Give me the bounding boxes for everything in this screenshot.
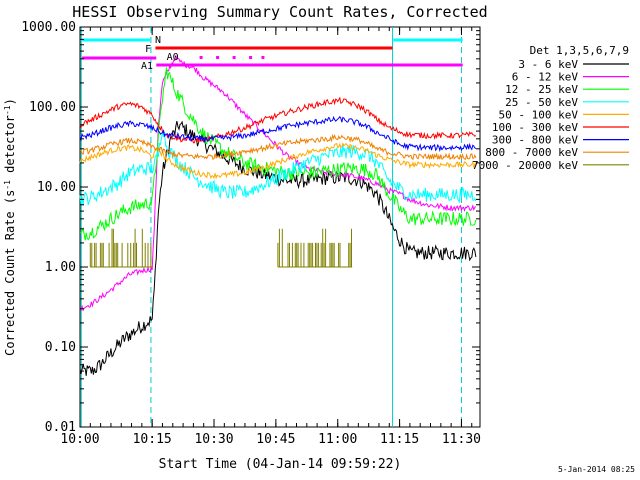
legend-label-0: 3 - 6 keV [518, 58, 578, 71]
series-line-3 [79, 131, 477, 206]
plot-frame [79, 26, 481, 428]
legend-label-8: 7000 - 20000 keV [472, 159, 578, 172]
series-line-8 [89, 228, 353, 268]
x-tick-label-0: 10:00 [60, 432, 99, 447]
x-axis-label: Start Time (04-Jan-14 09:59:22) [159, 457, 402, 472]
legend-title: Det 1,3,5,6,7,9 [530, 44, 629, 57]
attenuator-dot-3 [249, 56, 253, 59]
legend-label-2: 12 - 25 keV [505, 83, 578, 96]
y-tick-label-2: 10.00 [37, 180, 76, 195]
timestamp: 5-Jan-2014 08:25 [558, 465, 635, 474]
y-tick-label-1: 100.00 [29, 100, 76, 115]
series-layer [79, 54, 477, 376]
attenuator-dot-4 [261, 56, 265, 59]
status-bars: NF A0 A1 [82, 35, 463, 72]
marker-lines [80, 27, 462, 427]
y-tick-label-3: 1.00 [45, 260, 76, 275]
plot-area [79, 26, 481, 428]
chart-title: HESSI Observing Summary Count Rates, Cor… [72, 3, 487, 21]
attenuator-dot-1 [216, 56, 220, 59]
legend-label-3: 25 - 50 keV [505, 96, 578, 109]
y-axis-label: Corrected Count Rate (s-1 detector-1) [3, 98, 17, 356]
x-tick-label-2: 10:30 [194, 432, 233, 447]
series-line-6 [79, 115, 477, 153]
x-tick-label-4: 11:00 [318, 432, 357, 447]
x-tick-label-1: 10:15 [133, 432, 172, 447]
series-line-2 [79, 67, 477, 241]
f-label: F [145, 44, 151, 55]
series-line-0 [79, 120, 477, 376]
series-line-4 [79, 142, 477, 180]
legend-label-1: 6 - 12 keV [512, 71, 579, 84]
legend-label-6: 300 - 800 keV [492, 134, 578, 147]
legend-label-4: 50 - 100 keV [499, 108, 579, 121]
attenuator-dot-0 [199, 56, 203, 59]
y-tick-label-4: 0.10 [45, 340, 76, 355]
attenuator-dot-2 [232, 56, 236, 59]
x-tick-label-6: 11:30 [442, 432, 481, 447]
x-tick-label-3: 10:45 [256, 432, 295, 447]
y-tick-label-5: 0.01 [45, 420, 76, 435]
legend-label-5: 100 - 300 keV [492, 121, 578, 134]
a0-label: A0 [167, 52, 179, 63]
n-label: N [155, 35, 161, 46]
a1-label: A1 [141, 61, 153, 72]
series-line-7 [79, 133, 477, 161]
series-line-1 [79, 54, 477, 312]
x-tick-label-5: 11:15 [380, 432, 419, 447]
y-tick-label-0: 1000.00 [21, 20, 76, 35]
legend-label-7: 800 - 7000 keV [485, 146, 578, 159]
series-line-5 [79, 96, 477, 144]
